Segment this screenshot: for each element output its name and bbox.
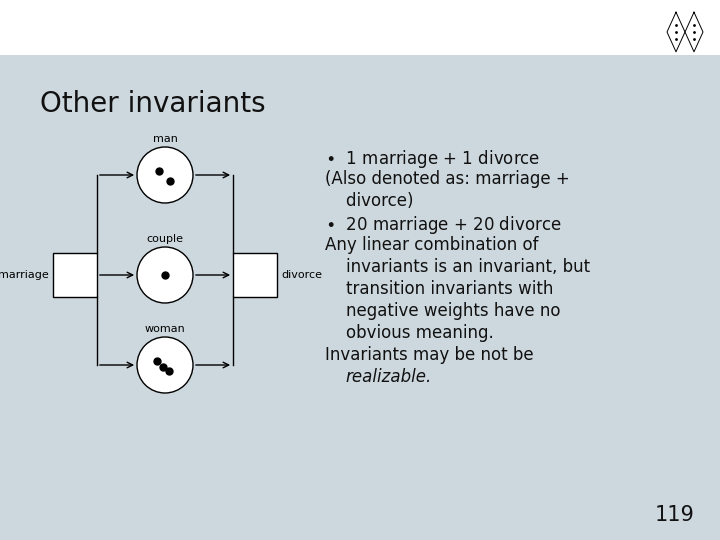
Circle shape [137, 247, 193, 303]
Text: couple: couple [146, 234, 184, 244]
Text: man: man [153, 134, 177, 144]
Text: divorce: divorce [281, 270, 322, 280]
Text: transition invariants with: transition invariants with [325, 280, 554, 298]
Text: Invariants may be not be: Invariants may be not be [325, 346, 534, 364]
Text: 119: 119 [655, 505, 695, 525]
Text: $\bullet$  20 marriage + 20 divorce: $\bullet$ 20 marriage + 20 divorce [325, 214, 562, 236]
Text: divorce): divorce) [325, 192, 413, 210]
Text: negative weights have no: negative weights have no [325, 302, 560, 320]
Bar [53, 253, 97, 297]
Circle shape [137, 147, 193, 203]
Bar [0, 0, 720, 55]
Text: Any linear combination of: Any linear combination of [325, 236, 539, 254]
Text: invariants is an invariant, but: invariants is an invariant, but [325, 258, 590, 276]
Text: Other invariants: Other invariants [40, 90, 266, 118]
Text: realizable.: realizable. [345, 368, 431, 386]
Text: $\bullet$  1 marriage + 1 divorce: $\bullet$ 1 marriage + 1 divorce [325, 148, 540, 170]
Text: woman: woman [145, 324, 185, 334]
Text: obvious meaning.: obvious meaning. [325, 324, 494, 342]
Text: marriage: marriage [0, 270, 49, 280]
Circle shape [137, 337, 193, 393]
Text: (Also denoted as: marriage +: (Also denoted as: marriage + [325, 170, 570, 188]
Bar [233, 253, 277, 297]
